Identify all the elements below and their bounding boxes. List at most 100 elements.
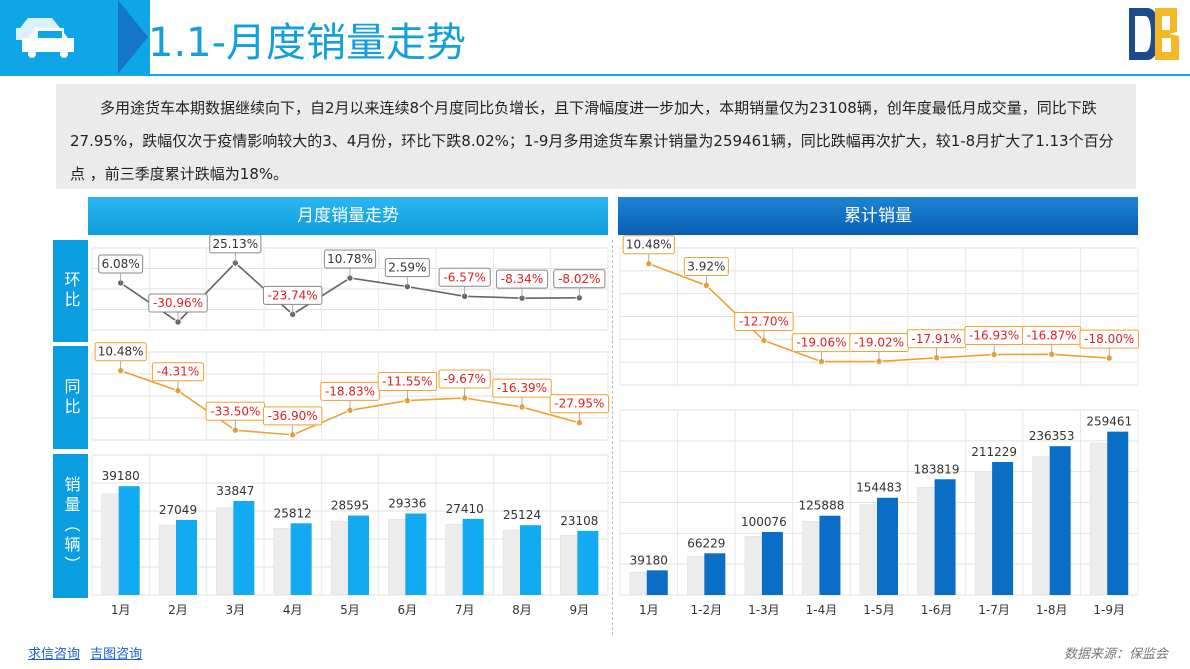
sales-bg-bar	[560, 535, 583, 596]
cum-sales-value-label: 154483	[856, 481, 902, 495]
mom-point	[403, 282, 412, 291]
cum-sales-bg-bar	[859, 504, 883, 596]
yoy-point	[116, 367, 125, 375]
page-title: 1.1-月度销量走势	[148, 20, 467, 66]
mom-point	[518, 294, 526, 302]
cum-yoy-data-label: -16.93%	[969, 329, 1019, 343]
mom-point	[575, 294, 584, 302]
yoy-point	[346, 406, 354, 415]
mom-point	[116, 279, 125, 287]
yoy-point	[403, 396, 412, 405]
row-label-mom: 环比	[53, 240, 88, 342]
cum-sales-bar	[992, 462, 1014, 595]
cum-yoy-label-box	[964, 326, 1024, 346]
sales-bar	[176, 519, 197, 595]
cum-sales-bg-bar	[802, 521, 825, 596]
mom-label-box	[148, 293, 208, 313]
cum-yoy-data-label: 10.48%	[626, 238, 672, 252]
cum-sales-tick-label: 1月	[639, 603, 659, 617]
mom-data-label: 25.13%	[212, 237, 258, 251]
sales-bg-bar	[216, 507, 239, 596]
cum-yoy-point	[645, 260, 653, 268]
sales-bg-bar	[502, 529, 526, 596]
yoy-label-box	[151, 362, 205, 382]
sales-value-label: 25812	[274, 506, 312, 520]
mom-data-label: -8.02%	[558, 272, 600, 286]
cum-yoy-label-box	[683, 256, 729, 276]
yoy-data-label: -33.50%	[210, 404, 260, 418]
yoy-data-label: -36.90%	[268, 409, 318, 423]
header: 1.1-月度销量走势	[0, 0, 1190, 86]
cum-yoy-data-label: -19.06%	[796, 336, 846, 350]
cum-yoy-label-box	[622, 235, 675, 255]
sales-bg-bar	[101, 493, 124, 596]
mom-data-label: -8.34%	[501, 272, 543, 286]
cum-sales-bar	[877, 497, 898, 595]
cum-sales-value-label: 183819	[914, 462, 960, 476]
cum-yoy-label-box	[791, 333, 852, 353]
cum-yoy-label-box	[849, 332, 909, 352]
sales-bar	[462, 518, 484, 595]
cum-sales-tick-label: 1-4月	[806, 603, 838, 617]
mom-point	[288, 310, 297, 319]
yoy-point	[231, 426, 240, 434]
cum-yoy-point	[932, 354, 941, 362]
mom-point	[460, 292, 469, 300]
footer-link-jitu[interactable]: 吉图咨询	[90, 647, 143, 662]
yoy-data-label: -9.67%	[443, 372, 485, 386]
sales-tick-label: 8月	[512, 603, 532, 617]
cum-yoy-data-label: -18.00%	[1084, 332, 1134, 346]
cum-yoy-point	[702, 281, 711, 290]
cum-sales-tick-label: 1-9月	[1093, 603, 1125, 617]
sales-bar	[118, 486, 140, 595]
cum-yoy-data-label: -19.02%	[854, 335, 904, 349]
cum-yoy-data-label: -12.70%	[739, 315, 789, 329]
sales-bg-bar	[158, 524, 182, 596]
yoy-data-label: -11.55%	[382, 375, 432, 389]
cum-yoy-data-label: -17.91%	[912, 332, 962, 346]
cum-sales-bar	[1049, 446, 1071, 595]
sales-value-label: 28595	[331, 499, 369, 513]
mom-line	[120, 261, 580, 323]
data-source: 数据来源：保监会	[1063, 647, 1168, 662]
cum-sales-bar	[819, 515, 841, 595]
yoy-label-box	[438, 369, 491, 389]
sales-tick-label: 1月	[111, 603, 131, 617]
sales-tick-label: 5月	[340, 603, 360, 617]
cum-sales-bg-bar	[687, 555, 710, 596]
cum-sales-bg-bar	[1032, 456, 1055, 596]
mom-label-box	[98, 254, 144, 274]
cum-sales-tick-label: 1-5月	[863, 603, 895, 617]
mom-label-box	[384, 258, 430, 278]
sales-bar	[405, 513, 427, 595]
yoy-label-box	[377, 372, 438, 392]
yoy-label-box	[94, 342, 147, 362]
cum-sales-bg-bar	[917, 487, 940, 596]
cum-sales-bg-bar	[974, 471, 998, 596]
cum-yoy-point	[990, 350, 998, 359]
mom-label-box	[209, 234, 262, 254]
cum-yoy-point	[1047, 350, 1056, 359]
yoy-point	[288, 431, 297, 439]
mom-data-label: -6.57%	[443, 270, 485, 284]
sales-tick-label: 4月	[283, 603, 303, 617]
cum-sales-value-label: 211229	[971, 445, 1017, 459]
cum-yoy-point	[817, 357, 826, 366]
cum-yoy-point	[1105, 354, 1113, 362]
sales-value-label: 27410	[446, 502, 484, 516]
cum-sales-tick-label: 1-2月	[691, 603, 723, 617]
cum-sales-bg-bar	[1089, 442, 1113, 596]
yoy-data-label: -27.95%	[554, 397, 604, 411]
cum-yoy-label-box	[1021, 325, 1082, 345]
yoy-data-label: -4.31%	[157, 365, 199, 379]
footer-link-qiuxin[interactable]: 求信咨询	[28, 647, 81, 662]
sales-bg-bar	[445, 523, 468, 596]
mom-data-label: 2.59%	[388, 261, 426, 275]
sales-value-label: 27049	[159, 503, 197, 517]
cum-yoy-label-box	[734, 312, 794, 332]
sales-value-label: 23108	[560, 514, 598, 528]
mom-label-box	[262, 285, 323, 305]
mom-data-label: 10.78%	[327, 252, 373, 266]
cum-sales-bg-bar	[744, 536, 768, 596]
cum-yoy-line	[648, 262, 1110, 363]
